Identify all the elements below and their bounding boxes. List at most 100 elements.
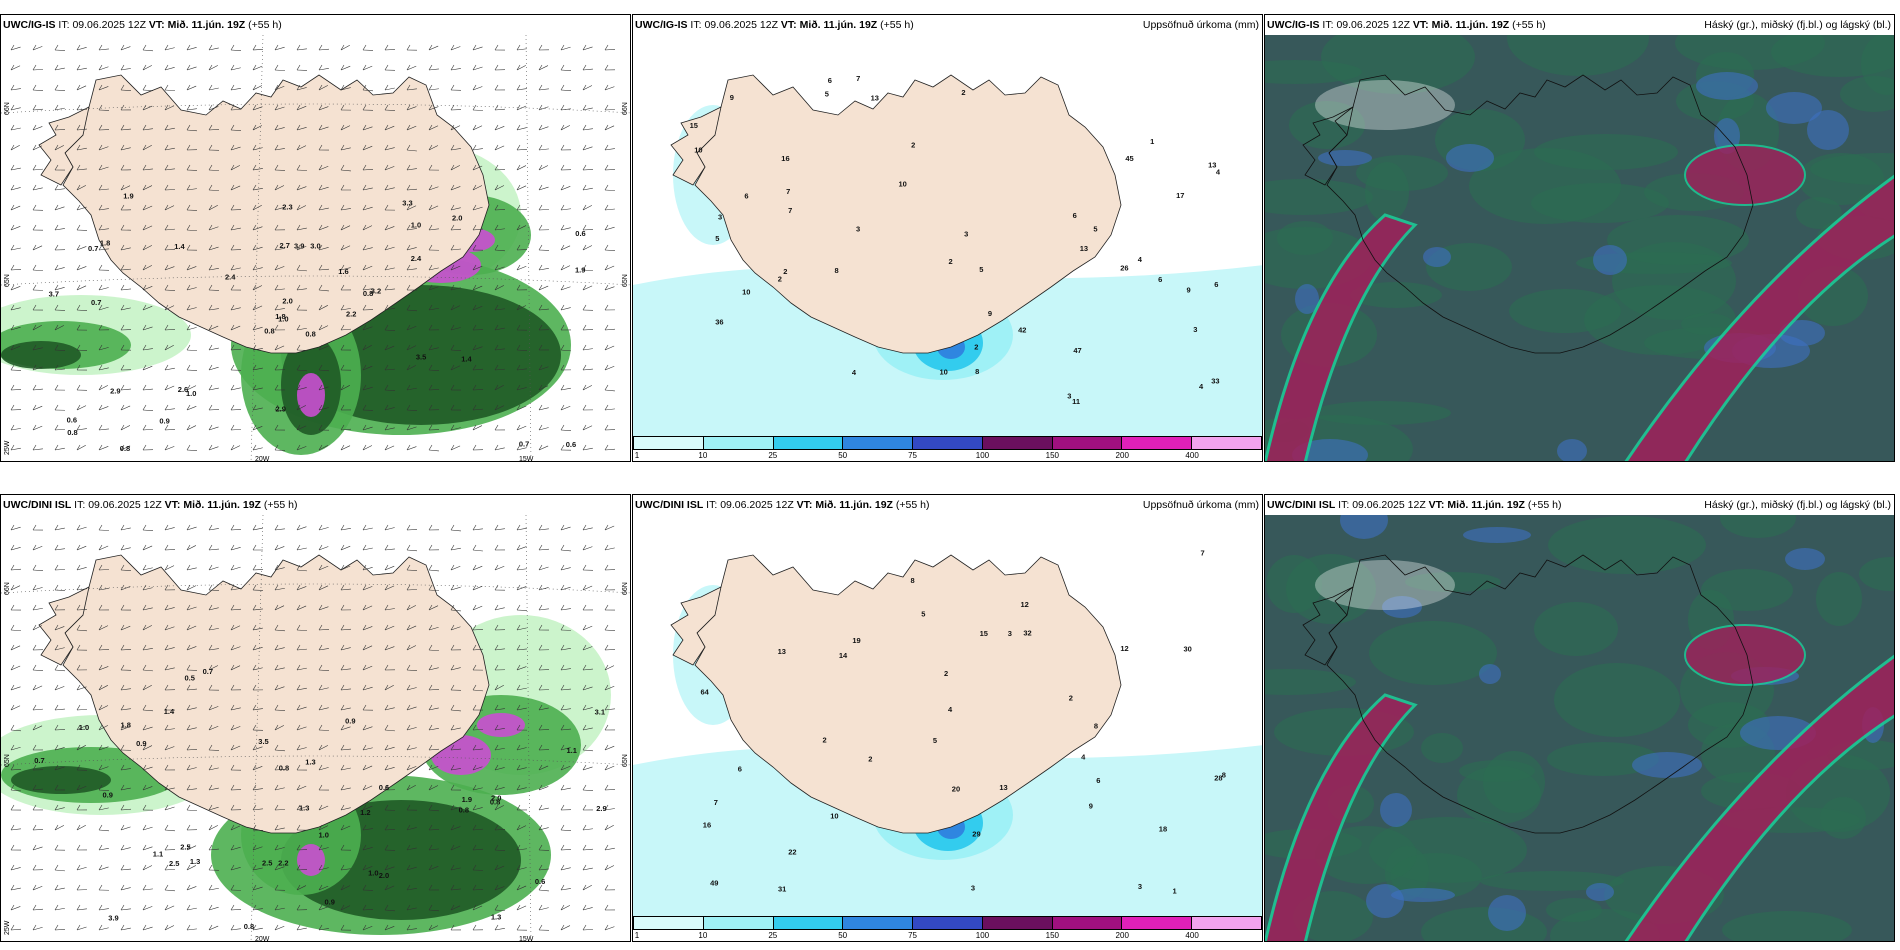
- lead-time: (+55 h): [248, 19, 282, 31]
- wind-value-label: 1.2: [360, 808, 370, 817]
- vt-value: Mið. 11.jún. 19Z: [815, 499, 893, 511]
- precip-value-label: 5: [979, 265, 983, 274]
- wind-value-label: 2.6: [178, 385, 188, 394]
- precip-value-label: 7: [714, 798, 718, 807]
- wind-value-label: 0.9: [159, 417, 169, 426]
- wind-value-label: 0.9: [136, 739, 146, 748]
- colorbar-tick: 50: [838, 931, 848, 940]
- precip-value-label: 28: [1214, 773, 1222, 782]
- colorbar-cell: [773, 917, 844, 929]
- vt-value: Mið. 11.jún. 19Z: [167, 19, 246, 31]
- wind-map-svg: 66N 65N 25W 20W 15W 66N 65N 0.8 0.7 1.0 0.6 0.8 1.0 3…: [1, 35, 630, 461]
- panel-header: UWC/DINI ISL IT: 09.06.2025 12Z VT: Mið.…: [1265, 495, 1894, 515]
- precip-value-label: 7: [856, 74, 860, 83]
- precip-colorbar: 1 10 25 50 75 100 150 200 400: [633, 435, 1262, 461]
- precip-value-label: 14: [839, 651, 848, 660]
- lead-time: (+55 h): [880, 19, 914, 31]
- precip-value-label: 33: [1211, 377, 1219, 386]
- wind-value-label: 0.8: [490, 797, 500, 806]
- graticule: [1, 515, 630, 941]
- lat-label: 65N: [622, 754, 629, 767]
- colorbar-tick: 150: [1045, 931, 1060, 940]
- colorbar-cell: [982, 917, 1053, 929]
- wind-value-label: 0.7: [34, 756, 44, 765]
- precip-value-label: 4: [1216, 168, 1221, 177]
- colorbar-tick: 200: [1115, 931, 1129, 940]
- precip-value-label: 10: [940, 368, 948, 377]
- precip-value-label: 13: [1208, 161, 1216, 170]
- lat-label: 65N: [4, 754, 11, 767]
- panel-title: Uppsöfnuð úrkoma (mm): [1142, 19, 1259, 31]
- it-value: 09.06.2025 12Z: [1352, 499, 1426, 511]
- precip-value-label: 4: [852, 368, 857, 377]
- map-precip: 2 1 6 3 8 5 2 4 3 2 5 13 12 7 18 9 19 22 28 30 29 32 64 31 16 49 2…: [633, 515, 1262, 941]
- graticule: [1, 35, 630, 461]
- precip-value-label: 5: [933, 736, 937, 745]
- wind-value-label: 0.8: [305, 329, 315, 338]
- lead-time: (+55 h): [895, 499, 930, 511]
- wind-value-label: 1.4: [461, 354, 472, 363]
- precip-value-label: 1: [1150, 137, 1154, 146]
- westfjords-outline: [1302, 106, 1354, 186]
- colorbar-cell: [703, 437, 774, 449]
- westfjords-land: [670, 106, 722, 186]
- model-name: UWC/IG-IS: [3, 19, 56, 31]
- it-value: 09.06.2025 12Z: [88, 499, 162, 511]
- wind-value-label: 3.5: [416, 353, 426, 362]
- wind-value-label: 1.0: [186, 389, 196, 398]
- precip-value-label: 3: [964, 229, 968, 238]
- wind-value-label: 1.4: [174, 242, 185, 251]
- wind-value-label: 2.2: [278, 858, 288, 867]
- wind-value-label: 0.7: [519, 440, 529, 449]
- wind-value-label: 0.6: [566, 440, 576, 449]
- it-label: IT:: [58, 19, 70, 31]
- vt-label: VT:: [1412, 19, 1429, 31]
- wind-value-label: 3.9: [108, 914, 118, 923]
- colorbar-cell: [1052, 917, 1123, 929]
- wind-value-label: 0.8: [67, 428, 77, 437]
- model-name: UWC/DINI ISL: [635, 499, 704, 511]
- wind-value-label: 3.2: [371, 287, 381, 296]
- precip-value-label: 42: [1018, 326, 1026, 335]
- precip-value-label: 2: [974, 343, 978, 352]
- precip-value-label: 19: [852, 636, 860, 645]
- colorbar-tick: 1: [634, 451, 640, 460]
- wind-value-label: 1.8: [121, 721, 131, 730]
- westfjords-land: [38, 106, 90, 186]
- colorbar-cell: [913, 437, 983, 449]
- precip-value-label: 30: [1184, 644, 1192, 653]
- precip-value-label: 11: [1072, 397, 1080, 406]
- wind-value-label: 0.9: [103, 790, 113, 799]
- colorbar-tick: 50: [838, 451, 848, 460]
- panel-title: Háský (gr.), miðský (fj.bl.) og lágský (…: [1704, 499, 1891, 511]
- precip-value-label: 5: [825, 89, 829, 98]
- wind-value-label: 2.9: [110, 387, 120, 396]
- precip-value-label: 2: [961, 88, 965, 97]
- colorbar-tick: 75: [908, 451, 917, 460]
- wind-value-label: 1.9: [123, 192, 133, 201]
- colorbar-cell: [634, 437, 704, 449]
- colorbar-cell: [773, 437, 844, 449]
- precip-value-label: 3: [971, 883, 975, 892]
- precip-value-label: 9: [1089, 802, 1093, 811]
- colorbar-tick: 25: [768, 931, 778, 940]
- wind-value-label: 1.6: [338, 267, 348, 276]
- precip-value-label: 8: [975, 367, 979, 376]
- wind-value-label: 0.8: [363, 289, 373, 298]
- precip-value-label: 5: [921, 610, 925, 619]
- precip-value-label: 4: [1081, 753, 1086, 762]
- precip-value-label: 8: [835, 266, 839, 275]
- precip-value-label: 5: [1093, 225, 1097, 234]
- panel-wind-ig-is: UWC/IG-IS IT: 09.06.2025 12Z VT: Mið. 11…: [0, 14, 631, 462]
- precip-value-label: 13: [999, 783, 1007, 792]
- panel-header: UWC/IG-IS IT: 09.06.2025 12Z VT: Mið. 11…: [633, 15, 1262, 35]
- cloud-map-svg: [1265, 515, 1894, 941]
- it-label: IT:: [706, 499, 718, 511]
- it-value: 09.06.2025 12Z: [720, 499, 794, 511]
- wind-value-label: 3.3: [402, 199, 412, 208]
- map-wind: 66N 65N 25W 20W 15W 66N 65N 0.9 1.0 0.8 0.5 1.3 0.9 0…: [1, 515, 630, 941]
- westfjords-land: [38, 586, 90, 666]
- colorbar-tick: 200: [1115, 451, 1129, 460]
- iceland-land: [62, 554, 490, 834]
